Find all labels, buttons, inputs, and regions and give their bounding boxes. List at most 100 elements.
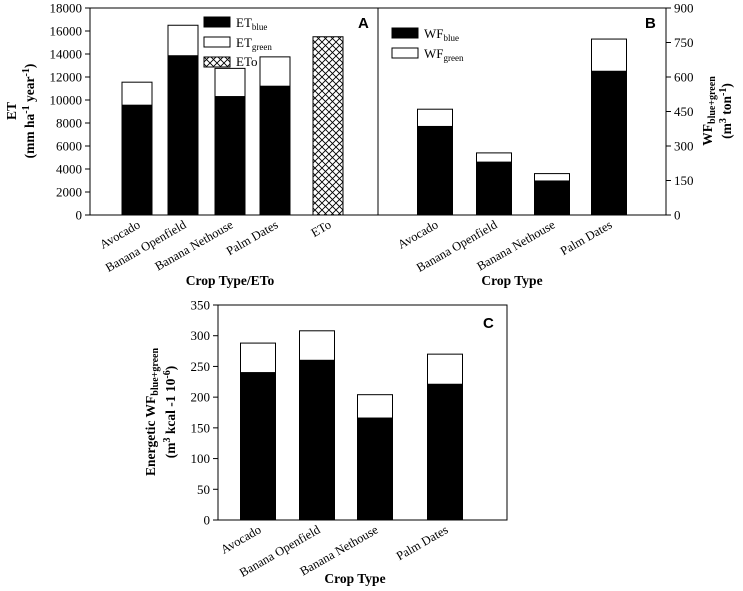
panel-a-chart: 0 2000 4000 6000 8000 10000 12000 14000 16000 180… (4, 1, 379, 288)
panel-b-ylabel-post: ) (719, 83, 734, 88)
legend-etblue-base: ET (236, 15, 252, 30)
y-tick-label: 18000 (50, 1, 83, 16)
panel-a-legend: ETblue ETgreen ETo (203, 15, 272, 69)
y-tick-label: 250 (191, 359, 211, 374)
panel-c-ylabel-exp1: 3 (162, 437, 173, 442)
x-category-label: Palm Dates (394, 522, 451, 563)
legend-swatch-wfblue (391, 27, 419, 39)
panel-a-ylabel-exp2: -1 (21, 68, 32, 76)
y-tick-label: 10000 (50, 93, 83, 108)
panel-c-ylabel-line2: (m3 kcal -1 10-6) (162, 366, 178, 458)
panel-c-ylabel-mid: kcal -1 10 (163, 378, 178, 437)
legend-etgreen-base: ET (236, 35, 252, 50)
x-category-label: Avocado (218, 522, 263, 556)
bar-etblue-banana-openfield (167, 55, 199, 216)
bar-green-avocado (240, 342, 276, 374)
legend-label-etgreen: ETgreen (236, 35, 272, 52)
legend-label-eto: ETo (236, 54, 257, 69)
bar-etgreen-banana-openfield (167, 24, 199, 57)
panel-b-ylabel-pre: (m (719, 122, 734, 138)
legend-swatch-wfgreen (391, 47, 419, 59)
bar-green-banana-openfield (299, 330, 335, 361)
bar-blue-avocado (240, 372, 276, 521)
panel-a-ylabel-line1: ET (4, 102, 19, 120)
panel-a-ylabel-mid: year (22, 77, 37, 106)
panel-c-y-label: Energetic WFblue+green (m3 kcal -1 10-6) (143, 348, 178, 477)
bar-wfblue-banana-openfield (476, 161, 512, 216)
legend-wfgreen-base: WF (424, 46, 444, 61)
bar-blue-banana-openfield (299, 359, 335, 521)
y-tick-label: 900 (674, 1, 694, 16)
y-tick-label: 14000 (50, 47, 83, 62)
panel-a-label: A (358, 15, 369, 32)
y-tick-label: 0 (674, 208, 681, 223)
panel-b-label: B (645, 15, 656, 32)
panel-b-legend: WFblue WFgreen (391, 26, 464, 63)
bar-eto-eto (312, 36, 344, 216)
panel-a-y-label: ET (mm ha-1 year-1) (4, 64, 37, 159)
bar-etgreen-avocado (121, 81, 153, 106)
legend-wfblue-base: WF (424, 26, 444, 41)
panel-a-y-axis: 0 2000 4000 6000 8000 10000 12000 14000 16000 180… (50, 1, 90, 223)
panel-c-ylabel-pre2: (m (163, 442, 178, 458)
panel-c-y-axis: 0 50 100 150 200 250 300 350 (191, 298, 218, 528)
panel-c-ylabel-line1: Energetic WFblue+green (143, 348, 161, 477)
panel-a-ylabel-pre: (mm ha (22, 113, 37, 158)
panel-b-ylabel-base: WF (700, 124, 715, 146)
panel-b-ylabel-line2: (m3 ton-1) (718, 83, 734, 139)
x-category-label: ETo (309, 217, 334, 239)
panel-b-y-axis: 0 150 300 450 600 750 900 (666, 1, 694, 223)
x-category-label: Palm Dates (224, 217, 281, 258)
panel-a-ylabel-post: ) (22, 64, 37, 69)
legend-wfgreen-sub: green (444, 53, 464, 63)
legend-swatch-eto (203, 56, 231, 68)
bar-etblue-palm-dates (259, 85, 291, 216)
panel-a-ylabel-exp1: -1 (21, 105, 32, 113)
legend-swatch-etblue (203, 16, 231, 28)
y-tick-label: 50 (197, 482, 210, 497)
bar-blue-banana-nethouse (357, 417, 393, 521)
y-tick-label: 0 (76, 208, 83, 223)
panel-c-ylabel-exp2: -6 (162, 370, 173, 378)
bar-green-palm-dates (427, 353, 463, 385)
panel-a-x-label: Crop Type/ETo (186, 273, 275, 288)
legend-swatch-etgreen (203, 36, 231, 48)
bar-etblue-avocado (121, 104, 153, 216)
panel-c-ylabel-post: ) (163, 366, 178, 371)
panel-b-ylabel-exp1: 3 (718, 118, 729, 123)
y-tick-label: 8000 (56, 116, 82, 131)
bar-wfblue-avocado (417, 125, 453, 216)
panel-b-ylabel-mid: ton (719, 95, 734, 118)
panel-b-x-label: Crop Type (481, 273, 542, 288)
y-tick-label: 300 (191, 328, 211, 343)
panel-a-ylabel-line2: (mm ha-1 year-1) (21, 64, 37, 159)
legend-etgreen-sub: green (252, 42, 272, 52)
bar-wfblue-palm-dates (591, 70, 627, 216)
bar-wfgreen-banana-nethouse (534, 173, 570, 182)
y-tick-label: 300 (674, 139, 694, 154)
panel-c-ylabel-pre: Energetic WF (143, 396, 158, 476)
panel-b-y-label: WFblue+green (m3 ton-1) (700, 76, 734, 146)
bar-wfblue-banana-nethouse (534, 180, 570, 216)
bar-wfgreen-banana-openfield (476, 152, 512, 163)
panel-c-x-label: Crop Type (324, 571, 385, 586)
bar-wfgreen-avocado (417, 108, 453, 127)
y-tick-label: 16000 (50, 24, 83, 39)
y-tick-label: 600 (674, 70, 694, 85)
panel-b-ylabel-exp2: -1 (718, 88, 729, 96)
panel-b-ylabel-line1: WFblue+green (700, 76, 718, 146)
panel-c-ylabel-sub: blue+green (150, 348, 161, 396)
legend-etblue-sub: blue (252, 22, 268, 32)
y-tick-label: 0 (204, 513, 211, 528)
y-tick-label: 4000 (56, 162, 82, 177)
y-tick-label: 750 (674, 35, 694, 50)
bar-wfgreen-palm-dates (591, 38, 627, 72)
legend-label-etblue: ETblue (236, 15, 267, 32)
y-tick-label: 350 (191, 298, 211, 313)
legend-wfblue-sub: blue (444, 33, 460, 43)
bar-etblue-banana-nethouse (214, 96, 246, 216)
y-tick-label: 2000 (56, 185, 82, 200)
